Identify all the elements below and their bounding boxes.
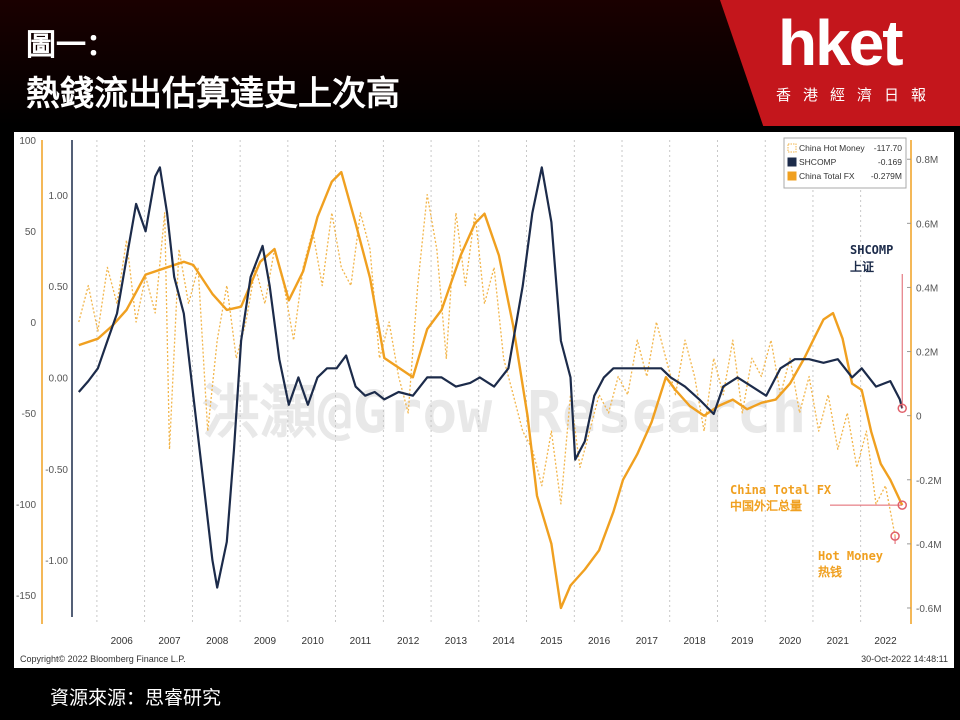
left-inner-tick-label: -0.50	[45, 465, 68, 476]
header-banner: 圖一： 熱錢流出估算達史上次高 hket 香港經濟日報	[0, 0, 960, 126]
x-tick-label: 2013	[445, 636, 468, 647]
brand-subtitle: 香港經濟日報	[776, 86, 939, 104]
left-outer-tick-label: 100	[19, 136, 36, 147]
x-tick-label: 2022	[874, 636, 897, 647]
left-outer-tick-label: -100	[16, 500, 36, 511]
fx-annotation-cn: 中国外汇总量	[730, 498, 802, 513]
right-tick-label: 0.2M	[916, 348, 938, 359]
legend-label: SHCOMP	[799, 157, 837, 167]
line-chart: 洪灝@Grow Research 2006 2007 2008 2009 2010 2011…	[16, 136, 948, 664]
x-tick-label: 2016	[588, 636, 611, 647]
left-outer-tick-label: 0	[30, 318, 36, 329]
fx-annotation: China Total FX	[730, 483, 832, 497]
legend-value: -117.70	[874, 143, 902, 153]
x-tick-label: 2010	[302, 636, 325, 647]
legend-value: -0.169	[878, 157, 902, 167]
right-tick-label: 0.8M	[916, 155, 938, 166]
legend-label: China Hot Money	[799, 143, 865, 153]
figure-label: 圖一：	[26, 28, 116, 63]
brand-panel	[720, 0, 960, 126]
left-outer-tick-label: -150	[16, 591, 36, 602]
x-tick-label: 2017	[636, 636, 659, 647]
legend-swatch	[787, 171, 797, 181]
legend-swatch	[787, 157, 797, 167]
left-outer-tick-label: 50	[25, 227, 37, 238]
x-tick-label: 2019	[731, 636, 754, 647]
x-tick-label: 2007	[158, 636, 181, 647]
brand-logo: hket	[778, 7, 904, 79]
source-note: 資源來源：思睿研究	[50, 687, 222, 709]
shcomp-end-marker	[897, 403, 907, 414]
page-title: 熱錢流出估算達史上次高	[26, 74, 400, 114]
watermark: 洪灝@Grow Research	[202, 378, 807, 446]
right-tick-label: 0.6M	[916, 219, 938, 230]
x-tick-label: 2021	[827, 636, 850, 647]
fx-end-marker	[897, 500, 907, 510]
series-line-shcomp	[77, 166, 904, 589]
left-inner-tick-label: 1.00	[49, 191, 69, 202]
copyright-text: Copyright© 2022 Bloomberg Finance L.P.	[20, 654, 186, 664]
timestamp-text: 30-Oct-2022 14:48:11	[861, 654, 948, 664]
legend-box	[783, 137, 907, 189]
x-tick-label: 2014	[493, 636, 516, 647]
legend-swatch	[787, 143, 797, 153]
x-tick-label: 2008	[206, 636, 229, 647]
left-inner-tick-label: 0.50	[49, 282, 69, 293]
right-tick-label: -0.4M	[916, 540, 942, 551]
right-tick-label: -0.2M	[916, 476, 942, 487]
right-tick-label: 0.4M	[916, 283, 938, 294]
left-outer-tick-label: -50	[22, 409, 37, 420]
x-tick-label: 2011	[350, 636, 372, 647]
x-tick-label: 2015	[540, 636, 563, 647]
hot-money-annotation-cn: 热钱	[818, 564, 842, 579]
hot-money-annotation: Hot Money	[818, 549, 883, 563]
x-tick-label: 2009	[254, 636, 277, 647]
left-inner-tick-label: -1.00	[45, 556, 68, 567]
left-inner-tick-label: 0.00	[49, 373, 69, 384]
right-tick-label: 0	[916, 412, 922, 423]
shcomp-annotation-cn: 上证	[850, 259, 874, 274]
x-tick-label: 2018	[683, 636, 706, 647]
x-tick-label: 2006	[111, 636, 134, 647]
legend-label: China Total FX	[799, 171, 855, 181]
hot-money-end-marker	[890, 531, 900, 541]
shcomp-annotation: SHCOMP	[850, 243, 893, 257]
series-line-china-total-fx	[78, 170, 904, 610]
right-tick-label: -0.6M	[916, 604, 942, 615]
legend-value: -0.279M	[871, 171, 902, 181]
chart-panel: 洪灝@Grow Research 2006 2007 2008 2009 2010 2011…	[14, 132, 954, 668]
x-tick-label: 2020	[779, 636, 802, 647]
x-tick-label: 2012	[397, 636, 420, 647]
